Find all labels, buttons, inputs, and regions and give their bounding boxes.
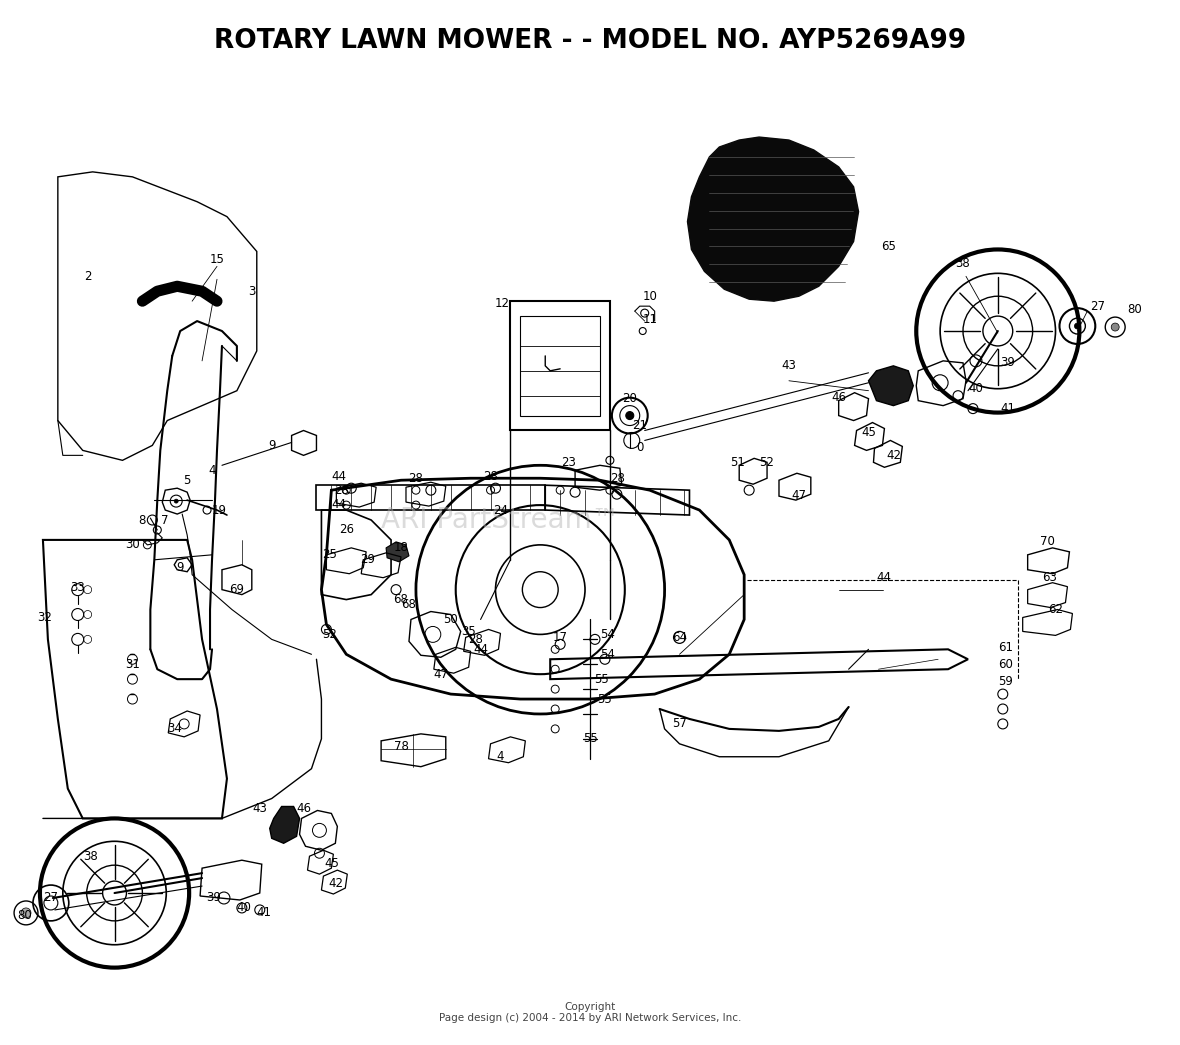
Text: 15: 15: [210, 253, 224, 265]
Text: 7: 7: [160, 513, 168, 527]
Text: 0: 0: [636, 441, 643, 454]
Text: 43: 43: [781, 359, 797, 372]
Polygon shape: [270, 807, 300, 843]
Text: 45: 45: [861, 426, 876, 439]
Text: 80: 80: [18, 909, 32, 923]
Text: 44: 44: [332, 497, 347, 511]
Text: 50: 50: [444, 613, 458, 626]
Text: 62: 62: [1048, 603, 1063, 617]
Text: 42: 42: [886, 449, 900, 462]
Text: 8: 8: [139, 513, 146, 527]
Circle shape: [1112, 323, 1119, 331]
Text: 68: 68: [401, 598, 417, 611]
Text: 2: 2: [84, 270, 91, 283]
Text: 20: 20: [622, 392, 637, 405]
Text: 47: 47: [792, 489, 806, 502]
Text: 44: 44: [332, 470, 347, 483]
Text: 28: 28: [334, 484, 349, 496]
Text: 33: 33: [71, 581, 85, 595]
Text: Copyright
Page design (c) 2004 - 2014 by ARI Network Services, Inc.: Copyright Page design (c) 2004 - 2014 by…: [439, 1001, 741, 1023]
Text: 28: 28: [468, 633, 483, 646]
Text: 59: 59: [998, 675, 1014, 688]
Text: 29: 29: [360, 553, 375, 566]
Text: 31: 31: [125, 657, 140, 671]
Text: 38: 38: [956, 257, 970, 270]
Text: ROTARY LAWN MOWER - - MODEL NO. AYP5269A99: ROTARY LAWN MOWER - - MODEL NO. AYP5269A…: [214, 27, 966, 53]
Text: 78: 78: [394, 740, 408, 753]
Text: 28: 28: [610, 471, 625, 485]
Text: 3: 3: [248, 284, 256, 298]
Text: 27: 27: [1090, 300, 1104, 312]
Text: 42: 42: [329, 877, 343, 889]
Text: 46: 46: [831, 391, 846, 404]
Text: 44: 44: [876, 572, 891, 584]
Text: 41: 41: [1001, 402, 1015, 415]
Text: 46: 46: [296, 802, 312, 815]
Text: 41: 41: [256, 906, 271, 920]
Text: 63: 63: [1042, 572, 1057, 584]
Text: 52: 52: [322, 628, 336, 641]
Text: 28: 28: [483, 470, 498, 483]
Text: 38: 38: [84, 850, 98, 863]
Text: 54: 54: [601, 628, 615, 641]
Text: 34: 34: [166, 722, 182, 736]
Text: 23: 23: [560, 456, 576, 469]
Text: 47: 47: [433, 668, 448, 680]
Text: 21: 21: [632, 419, 648, 432]
Text: 60: 60: [998, 657, 1014, 671]
Text: 55: 55: [597, 693, 612, 705]
Polygon shape: [386, 542, 409, 562]
Text: 68: 68: [394, 594, 408, 606]
Text: 25: 25: [322, 549, 336, 561]
Text: 70: 70: [1040, 535, 1055, 549]
Text: 9: 9: [177, 561, 184, 575]
Text: 4: 4: [209, 464, 216, 477]
Circle shape: [175, 500, 178, 503]
Text: 4: 4: [497, 750, 504, 763]
Text: 43: 43: [253, 802, 267, 815]
Circle shape: [1075, 323, 1081, 329]
Text: 35: 35: [461, 625, 476, 637]
Text: 39: 39: [1001, 356, 1015, 369]
Polygon shape: [688, 137, 859, 301]
Text: 51: 51: [729, 456, 745, 469]
Circle shape: [21, 908, 31, 918]
Text: 19: 19: [211, 504, 227, 516]
Text: 40: 40: [969, 382, 983, 395]
Text: 44: 44: [473, 643, 489, 656]
Text: 11: 11: [642, 312, 657, 326]
Text: 54: 54: [601, 648, 615, 660]
Text: 65: 65: [881, 240, 896, 253]
Text: 61: 61: [998, 641, 1014, 654]
Text: 32: 32: [38, 611, 52, 624]
Text: 39: 39: [206, 891, 222, 905]
Text: 24: 24: [493, 504, 507, 516]
Text: 10: 10: [642, 289, 657, 303]
Text: 45: 45: [324, 857, 339, 869]
Text: 57: 57: [673, 718, 687, 730]
Text: ARI PartStream™: ARI PartStream™: [381, 506, 620, 534]
Text: 18: 18: [394, 541, 408, 554]
Polygon shape: [868, 366, 913, 405]
Circle shape: [625, 412, 634, 419]
Text: 30: 30: [125, 538, 139, 552]
Text: 52: 52: [760, 456, 774, 469]
Text: 5: 5: [183, 473, 191, 487]
Text: 80: 80: [1128, 303, 1142, 316]
Text: 27: 27: [44, 891, 58, 905]
Text: 64: 64: [673, 631, 687, 644]
Text: 28: 28: [408, 471, 424, 485]
Text: 69: 69: [229, 583, 244, 596]
Text: 17: 17: [552, 631, 568, 644]
Text: 12: 12: [494, 297, 510, 309]
Text: 55: 55: [583, 733, 597, 745]
Text: 40: 40: [236, 902, 251, 914]
Text: 55: 55: [595, 673, 609, 686]
Text: 26: 26: [339, 524, 354, 536]
Text: 9: 9: [268, 439, 275, 451]
